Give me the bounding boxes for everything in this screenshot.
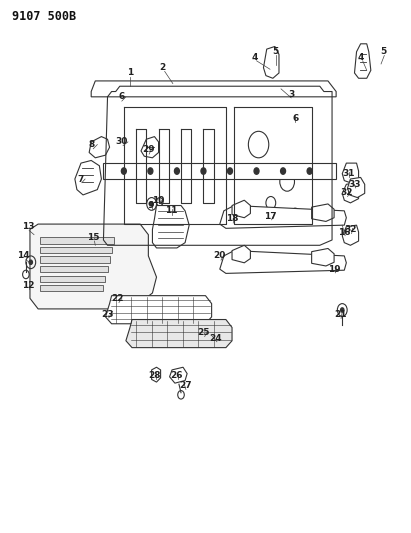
Text: 27: 27 xyxy=(179,381,192,390)
Polygon shape xyxy=(312,204,334,221)
Polygon shape xyxy=(40,247,112,253)
Text: 11: 11 xyxy=(164,206,177,215)
Circle shape xyxy=(201,168,206,174)
Text: 4: 4 xyxy=(251,53,258,62)
Text: 16: 16 xyxy=(338,228,351,237)
Circle shape xyxy=(341,308,344,312)
Polygon shape xyxy=(263,46,279,78)
Polygon shape xyxy=(40,266,108,272)
Polygon shape xyxy=(170,367,187,383)
Polygon shape xyxy=(89,136,110,158)
Polygon shape xyxy=(355,44,371,78)
Circle shape xyxy=(148,168,153,174)
Polygon shape xyxy=(40,237,114,244)
Text: 14: 14 xyxy=(18,252,30,261)
Text: 6: 6 xyxy=(119,92,125,101)
Text: 20: 20 xyxy=(214,252,226,261)
Polygon shape xyxy=(348,177,365,198)
Text: 17: 17 xyxy=(265,212,277,221)
Text: 22: 22 xyxy=(111,294,124,303)
Text: 10: 10 xyxy=(152,196,165,205)
Text: 25: 25 xyxy=(197,328,210,337)
Polygon shape xyxy=(220,206,346,228)
Polygon shape xyxy=(312,248,334,266)
Circle shape xyxy=(29,260,32,264)
Text: 32: 32 xyxy=(340,188,353,197)
Polygon shape xyxy=(91,81,336,97)
Text: 24: 24 xyxy=(209,334,222,343)
Polygon shape xyxy=(40,276,106,282)
Polygon shape xyxy=(126,319,232,348)
Polygon shape xyxy=(75,160,102,195)
Text: 23: 23 xyxy=(101,310,114,319)
Polygon shape xyxy=(152,206,189,248)
Polygon shape xyxy=(30,224,157,309)
Text: 4: 4 xyxy=(358,53,364,62)
Polygon shape xyxy=(342,225,358,245)
Text: 32: 32 xyxy=(344,225,357,234)
Polygon shape xyxy=(152,367,161,382)
Text: 19: 19 xyxy=(328,265,340,273)
Text: 5: 5 xyxy=(272,47,278,56)
Circle shape xyxy=(307,168,312,174)
Polygon shape xyxy=(104,163,336,179)
Text: 1: 1 xyxy=(127,68,133,77)
Text: 30: 30 xyxy=(115,138,128,147)
Circle shape xyxy=(281,168,286,174)
Polygon shape xyxy=(342,183,358,203)
Text: 33: 33 xyxy=(348,180,361,189)
Circle shape xyxy=(175,168,179,174)
Polygon shape xyxy=(232,245,250,263)
Text: 12: 12 xyxy=(22,280,34,289)
Text: 21: 21 xyxy=(334,310,346,319)
Text: 18: 18 xyxy=(226,214,238,223)
Circle shape xyxy=(254,168,259,174)
Circle shape xyxy=(228,168,233,174)
Text: 2: 2 xyxy=(159,63,166,72)
Text: 8: 8 xyxy=(88,140,94,149)
Circle shape xyxy=(121,168,126,174)
Circle shape xyxy=(150,202,153,206)
Text: 6: 6 xyxy=(292,114,298,123)
Text: 5: 5 xyxy=(380,47,386,56)
Text: 29: 29 xyxy=(142,146,155,155)
Text: 26: 26 xyxy=(171,370,183,379)
Polygon shape xyxy=(40,256,110,263)
Polygon shape xyxy=(40,285,104,292)
Text: 13: 13 xyxy=(22,222,34,231)
Text: 9107 500B: 9107 500B xyxy=(12,10,76,23)
Polygon shape xyxy=(232,200,250,217)
Text: 7: 7 xyxy=(78,174,84,183)
Text: 15: 15 xyxy=(87,233,99,242)
Text: 3: 3 xyxy=(288,90,294,99)
Polygon shape xyxy=(342,163,358,183)
Polygon shape xyxy=(220,251,346,273)
Polygon shape xyxy=(106,296,212,324)
Text: 31: 31 xyxy=(342,169,355,178)
Text: 9: 9 xyxy=(147,201,154,210)
Polygon shape xyxy=(141,136,159,158)
Text: 28: 28 xyxy=(148,370,161,379)
